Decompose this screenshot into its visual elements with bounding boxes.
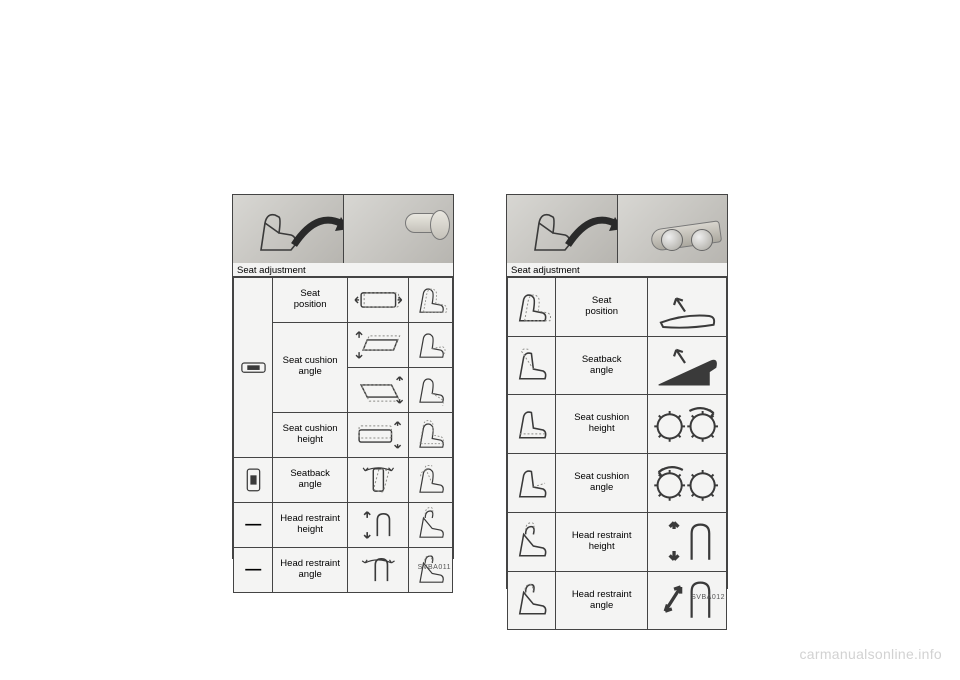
direction-icon <box>347 547 408 592</box>
seat-result-icon <box>409 322 453 367</box>
seat-result-icon <box>409 412 453 457</box>
row-label: Seat cushionheight <box>556 395 648 454</box>
row-label: Seat cushionangle <box>273 322 347 412</box>
no-control-icon: — <box>234 502 273 547</box>
label-text: height <box>297 524 323 535</box>
seat-state-icon <box>508 336 556 395</box>
row-label: Head restraintangle <box>273 547 347 592</box>
label-text: Seat <box>300 288 320 299</box>
seat-state-icon <box>508 454 556 513</box>
seatback-switch-icon <box>234 457 273 502</box>
no-control-icon: — <box>234 547 273 592</box>
label-text: Head restraint <box>572 589 632 600</box>
table-row: Seatposition <box>234 278 453 323</box>
row-label: Head restraintheight <box>273 502 347 547</box>
left-caption: Seat adjustment <box>233 263 453 277</box>
seat-state-icon <box>508 278 556 337</box>
label-text: angle <box>590 365 613 376</box>
table-row: Seat cushionheight <box>508 395 727 454</box>
right-photo-controls <box>618 195 728 263</box>
arrow-swoosh-icon <box>289 205 344 255</box>
power-control-icon <box>405 213 441 233</box>
label-text: height <box>297 434 323 445</box>
seat-result-icon <box>409 502 453 547</box>
label-text: angle <box>590 482 613 493</box>
table-row: Seatposition <box>508 278 727 337</box>
table-row: Seat cushionangle <box>508 454 727 513</box>
label-text: angle <box>299 569 322 580</box>
seat-state-icon <box>508 571 556 630</box>
label-text: Seatback <box>582 354 622 365</box>
control-icon <box>648 395 727 454</box>
row-label: Seatbackangle <box>556 336 648 395</box>
direction-icon <box>347 412 408 457</box>
seat-result-icon <box>409 367 453 412</box>
label-text: height <box>589 423 615 434</box>
label-text: angle <box>299 366 322 377</box>
power-switch-icon <box>234 278 273 458</box>
label-text: angle <box>299 479 322 490</box>
table-row: Seatbackangle <box>234 457 453 502</box>
left-photo-row <box>233 195 453 263</box>
control-icon <box>648 278 727 337</box>
label-text: Seatback <box>290 468 330 479</box>
seat-state-icon <box>508 395 556 454</box>
label-text: Head restraint <box>572 530 632 541</box>
right-photo-row <box>507 195 727 263</box>
diagram-code: SVBA011 <box>418 564 451 571</box>
direction-icon <box>347 322 408 367</box>
page: Seat adjustment Seatposition Seat cushio… <box>0 0 960 680</box>
control-icon <box>648 454 727 513</box>
left-panel: Seat adjustment Seatposition Seat cushio… <box>232 194 454 559</box>
direction-icon <box>347 278 408 323</box>
seat-result-icon <box>409 278 453 323</box>
label-text: Seat <box>592 295 612 306</box>
table-row: Seatbackangle <box>508 336 727 395</box>
diagram-code: SVBA012 <box>691 594 725 601</box>
label-text: Head restraint <box>280 513 340 524</box>
watermark-text: carmanualsonline.info <box>800 646 943 662</box>
left-photo-controls <box>344 195 454 263</box>
knob-control-icon <box>661 229 683 251</box>
direction-icon <box>347 502 408 547</box>
right-caption: Seat adjustment <box>507 263 727 277</box>
direction-icon <box>347 457 408 502</box>
control-icon <box>648 512 727 571</box>
row-label: Head restraintheight <box>556 512 648 571</box>
row-label: Head restraintangle <box>556 571 648 630</box>
label-text: Head restraint <box>280 558 340 569</box>
label-text: Seat cushion <box>283 423 338 434</box>
knob-control-icon <box>691 229 713 251</box>
control-icon <box>648 336 727 395</box>
row-label: Seatposition <box>273 278 347 323</box>
left-photo-seat <box>233 195 344 263</box>
table-row: — Head restraintheight <box>234 502 453 547</box>
row-label: Seatposition <box>556 278 648 337</box>
direction-icon <box>347 367 408 412</box>
left-table: Seatposition Seat cushionangle Seat cush… <box>233 277 453 593</box>
arrow-swoosh-icon <box>563 205 618 255</box>
right-table: Seatposition Seatbackangle Seat cushionh… <box>507 277 727 630</box>
row-label: Seatbackangle <box>273 457 347 502</box>
label-text: Seat cushion <box>574 412 629 423</box>
table-row: Head restraintheight <box>508 512 727 571</box>
row-label: Seat cushionheight <box>273 412 347 457</box>
label-text: Seat cushion <box>283 355 338 366</box>
seat-result-icon <box>409 457 453 502</box>
right-photo-seat <box>507 195 618 263</box>
row-label: Seat cushionangle <box>556 454 648 513</box>
right-panel: Seat adjustment Seatposition Seatbackang… <box>506 194 728 589</box>
label-text: height <box>589 541 615 552</box>
label-text: Seat cushion <box>574 471 629 482</box>
label-text: angle <box>590 600 613 611</box>
label-text: position <box>294 299 327 310</box>
label-text: position <box>585 306 618 317</box>
seat-state-icon <box>508 512 556 571</box>
